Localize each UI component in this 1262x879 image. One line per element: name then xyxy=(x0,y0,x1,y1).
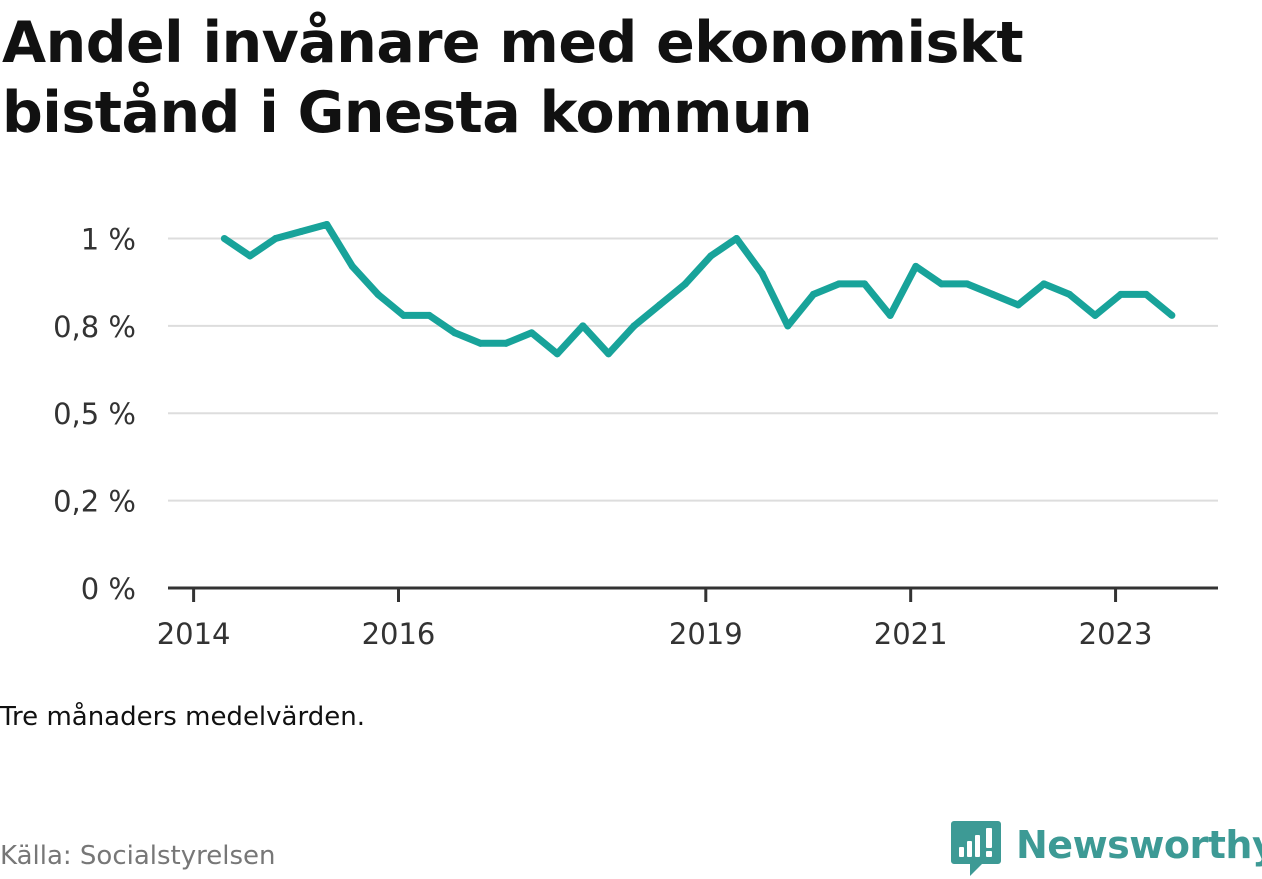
data-point xyxy=(553,350,561,358)
data-point xyxy=(323,220,331,228)
data-point xyxy=(1117,290,1125,298)
x-tick-label: 2014 xyxy=(157,617,231,651)
y-tick-label: 0,2 % xyxy=(53,485,136,519)
data-point xyxy=(272,234,280,242)
data-point xyxy=(630,322,638,330)
chart-title: Andel invånare med ekonomiskt bistånd i … xyxy=(2,10,1024,146)
data-point xyxy=(886,311,894,319)
x-tick-label: 2023 xyxy=(1079,617,1153,651)
series-layer xyxy=(220,220,1176,358)
data-point xyxy=(502,339,510,347)
y-tick-label: 0,8 % xyxy=(53,310,136,344)
data-point xyxy=(937,280,945,288)
data-point xyxy=(451,329,459,337)
data-point xyxy=(784,322,792,330)
data-point xyxy=(733,234,741,242)
data-point xyxy=(1091,311,1099,319)
data-point xyxy=(1168,311,1176,319)
line-chart: 0 %0,2 %0,5 %0,8 %1 % 2014 2016 2019 2021 20… xyxy=(53,220,1218,651)
data-point xyxy=(579,322,587,330)
data-point xyxy=(1040,280,1048,288)
y-axis-tick-labels: 0 % 0,2 % 0,5 % 0,8 % 1 % xyxy=(53,222,136,606)
data-point xyxy=(374,290,382,298)
data-point xyxy=(348,262,356,270)
x-axis: 2014 2016 2019 2021 2023 xyxy=(157,586,1218,651)
series-line xyxy=(222,221,1175,358)
newsworthy-logo: Newsworthy xyxy=(950,818,1262,878)
data-point xyxy=(1014,301,1022,309)
data-point xyxy=(425,311,433,319)
x-tick-label: 2016 xyxy=(362,617,436,651)
y-tick-label: 1 % xyxy=(81,222,136,256)
data-point xyxy=(220,234,228,242)
data-point xyxy=(861,280,869,288)
chart-note: Tre månaders medelvärden. xyxy=(0,702,365,732)
newsworthy-chart-bubble-icon xyxy=(951,821,1001,876)
gridlines xyxy=(168,237,1218,502)
source-label: Källa: Socialstyrelsen xyxy=(0,841,276,871)
data-point xyxy=(835,280,843,288)
data-point xyxy=(1142,290,1150,298)
y-tick-label: 0 % xyxy=(81,572,136,606)
y-tick-label: 0,5 % xyxy=(53,397,136,431)
x-tick-label: 2021 xyxy=(874,617,948,651)
data-point xyxy=(1065,290,1073,298)
data-point xyxy=(989,290,997,298)
data-point xyxy=(963,280,971,288)
logo-text: Newsworthy xyxy=(1016,823,1262,867)
data-point xyxy=(758,269,766,277)
data-point xyxy=(400,311,408,319)
data-point xyxy=(604,350,612,358)
data-point xyxy=(656,301,664,309)
data-point xyxy=(707,252,715,260)
data-point xyxy=(528,329,536,337)
data-point xyxy=(681,280,689,288)
data-point xyxy=(912,262,920,270)
data-point xyxy=(809,290,817,298)
x-tick-label: 2019 xyxy=(669,617,743,651)
data-point xyxy=(246,252,254,260)
data-point xyxy=(476,339,484,347)
data-point xyxy=(297,227,305,235)
